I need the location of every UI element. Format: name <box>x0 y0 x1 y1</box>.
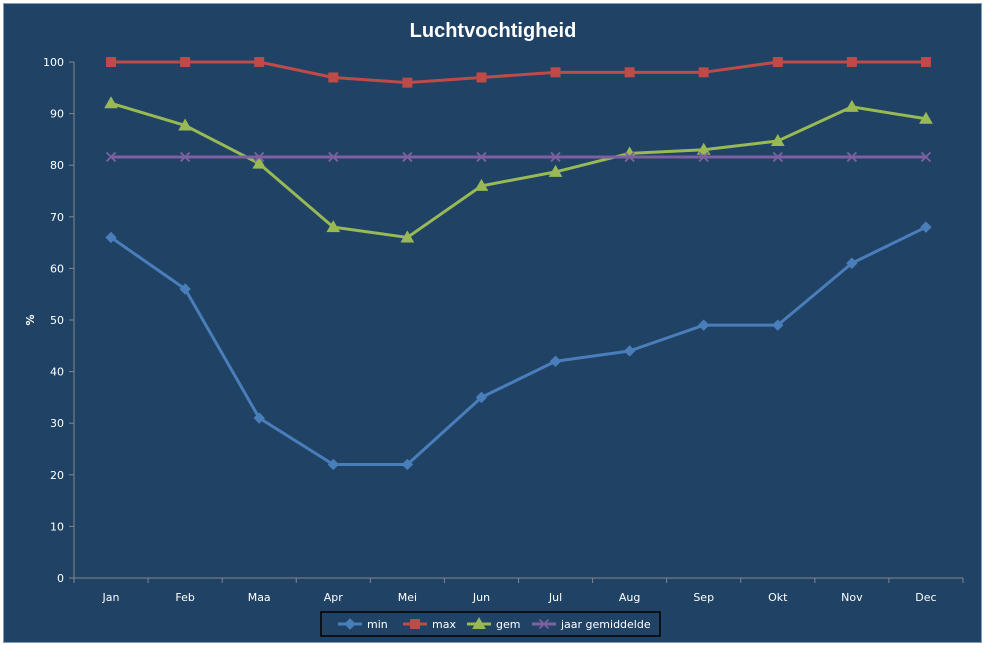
data-point-jaar-gemiddelde <box>179 151 191 163</box>
axes: 0 10 20 30 40 50 60 70 80 90 100 Jan Feb Maa Apr Mei Jun… <box>43 56 964 604</box>
data-point-gem <box>474 178 489 191</box>
data-point-jaar-gemiddelde <box>550 151 561 163</box>
y-tick-label: 80 <box>50 159 64 172</box>
data-point-max <box>920 57 931 67</box>
series-max <box>106 57 931 88</box>
x-tick-label: Dec <box>915 591 936 604</box>
data-point-gem <box>696 142 711 155</box>
data-point-gem <box>548 164 563 177</box>
x-tick-label: Maa <box>248 591 271 604</box>
data-point-gem <box>845 99 859 112</box>
legend-label: min <box>367 618 388 631</box>
data-point-max <box>476 72 487 83</box>
x-tick-label: Nov <box>841 591 863 604</box>
legend-marker <box>538 618 550 630</box>
series-line-min <box>110 225 927 466</box>
legend-entry-gem: gem <box>467 616 520 631</box>
y-tick-label: 50 <box>50 314 64 327</box>
legend-entry-max: max <box>403 618 456 631</box>
x-tick-label: Aug <box>619 591 640 604</box>
x-tick-label: Okt <box>768 591 788 604</box>
x-tick-label: Mei <box>398 591 417 604</box>
data-point-min <box>475 391 488 404</box>
data-point-max <box>698 67 709 78</box>
data-point-max <box>328 72 339 83</box>
data-point-min <box>623 345 636 357</box>
data-point-jaar-gemiddelde <box>624 151 635 163</box>
y-tick-label: 70 <box>50 211 64 224</box>
y-tick-label: 100 <box>43 56 64 69</box>
data-point-gem <box>400 230 415 243</box>
chart-title: Luchtvochtigheid <box>410 20 577 42</box>
data-point-max <box>180 57 191 67</box>
series-jaar-gemiddelde <box>105 151 932 163</box>
legend: min max gem jaar gemiddelde <box>320 611 661 637</box>
y-tick-label: 60 <box>50 262 64 275</box>
data-point-max <box>772 57 783 67</box>
data-point-min <box>401 458 414 471</box>
series-min <box>105 221 932 471</box>
y-tick-label: 40 <box>50 366 64 379</box>
data-point-min <box>253 412 265 424</box>
x-tick-label: Jul <box>548 591 562 604</box>
x-tick-label: Feb <box>175 591 194 604</box>
series-layer <box>104 57 933 471</box>
data-point-gem <box>770 133 785 146</box>
data-point-jaar-gemiddelde <box>698 151 709 163</box>
series-gem <box>104 96 933 243</box>
data-point-jaar-gemiddelde <box>846 151 858 163</box>
data-point-jaar-gemiddelde <box>328 151 339 163</box>
data-point-gem <box>326 220 341 233</box>
data-point-max <box>550 67 561 78</box>
data-point-jaar-gemiddelde <box>105 151 117 163</box>
data-point-min <box>846 257 858 269</box>
legend-entry-jaar-gemiddelde: jaar gemiddelde <box>532 618 651 631</box>
data-point-max <box>846 57 857 67</box>
y-tick-label: 20 <box>50 469 64 482</box>
data-point-jaar-gemiddelde <box>920 151 932 163</box>
chart-frame <box>3 3 982 643</box>
x-tick-label: Apr <box>324 591 344 604</box>
data-point-min <box>772 319 784 331</box>
data-point-gem <box>104 96 118 109</box>
data-point-min <box>920 221 932 233</box>
data-point-gem <box>919 111 933 124</box>
y-tick-label: 0 <box>57 572 64 585</box>
y-tick-label: 10 <box>50 520 64 533</box>
legend-entry-min: min <box>338 618 388 631</box>
data-point-jaar-gemiddelde <box>772 151 783 163</box>
x-tick-label: Jan <box>102 591 120 604</box>
series-line-gem <box>110 101 927 239</box>
x-tick-label: Jun <box>472 591 490 604</box>
x-tick-label: Sep <box>693 591 714 604</box>
y-tick-label: 30 <box>50 417 64 430</box>
data-point-min <box>179 283 191 295</box>
data-point-max <box>402 77 413 88</box>
series-line-max <box>111 60 926 85</box>
y-axis-label: % <box>24 314 37 325</box>
data-point-min <box>327 458 339 471</box>
data-point-max <box>624 67 635 78</box>
legend-label: jaar gemiddelde <box>560 618 651 631</box>
data-point-max <box>254 57 265 67</box>
data-point-min <box>549 355 562 367</box>
data-point-gem <box>178 118 192 131</box>
legend-label: gem <box>496 618 520 631</box>
legend-marker <box>410 619 420 629</box>
data-point-min <box>698 319 710 331</box>
legend-marker <box>472 616 486 629</box>
y-tick-label: 90 <box>50 108 64 121</box>
data-point-jaar-gemiddelde <box>254 151 265 163</box>
data-point-jaar-gemiddelde <box>402 151 413 163</box>
data-point-max <box>106 57 117 67</box>
legend-marker <box>344 618 356 630</box>
data-point-gem <box>252 156 267 169</box>
data-point-jaar-gemiddelde <box>476 151 487 163</box>
legend-label: max <box>432 618 456 631</box>
data-point-min <box>105 231 117 244</box>
